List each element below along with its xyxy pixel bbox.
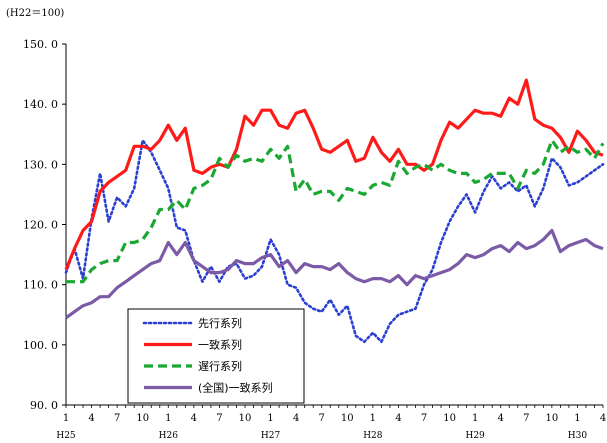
x-tick-label: 4 [395,413,401,424]
series-line-1 [64,78,604,271]
x-tick-label: 4 [498,413,504,424]
series-line-3 [65,228,604,320]
legend-label-1: 一致系列 [198,338,242,352]
x-tick-label: 4 [191,413,197,424]
x-tick-label: 10 [341,413,354,424]
x-tick-label: 1 [63,413,69,424]
series-line-0 [64,139,605,344]
x-tick-label: 4 [600,413,606,424]
x-tick-label: 1 [370,413,376,424]
y-tick-label: 110. 0 [23,279,58,292]
x-tick-label: 10 [545,413,558,424]
y-tick-label: 100. 0 [23,339,58,352]
legend-label-0: 先行系列 [198,316,242,330]
y-tick-label: 130. 0 [23,158,58,171]
x-year-label: H29 [465,431,485,441]
y-tick-label: 120. 0 [23,219,58,232]
x-year-label: H30 [568,431,588,441]
x-tick-label: 10 [443,413,456,424]
y-tick-label: 90. 0 [30,399,58,412]
y-tick-label: 140. 0 [23,98,58,111]
x-tick-label: 4 [88,413,94,424]
x-tick-label: 7 [216,413,222,424]
x-tick-label: 1 [574,413,580,424]
legend-label-3: (全国)一致系列 [198,381,273,395]
x-tick-label: 10 [136,413,149,424]
x-tick-label: 7 [523,413,529,424]
series-line-2 [66,138,605,284]
x-tick-label: 7 [319,413,325,424]
x-tick-label: 4 [293,413,299,424]
x-tick-label: 7 [114,413,120,424]
unit-label: (H22＝100) [6,8,65,19]
x-tick-label: 10 [239,413,252,424]
y-tick-label: 150. 0 [23,38,58,51]
x-year-label: H27 [261,431,281,441]
x-year-label: H25 [56,431,76,441]
legend-label-2: 遅行系列 [198,359,242,373]
x-tick-label: 1 [165,413,171,424]
x-tick-label: 1 [267,413,273,424]
x-tick-label: 1 [472,413,478,424]
x-year-label: H26 [159,431,179,441]
x-year-label: H28 [363,431,383,441]
x-tick-label: 7 [421,413,427,424]
